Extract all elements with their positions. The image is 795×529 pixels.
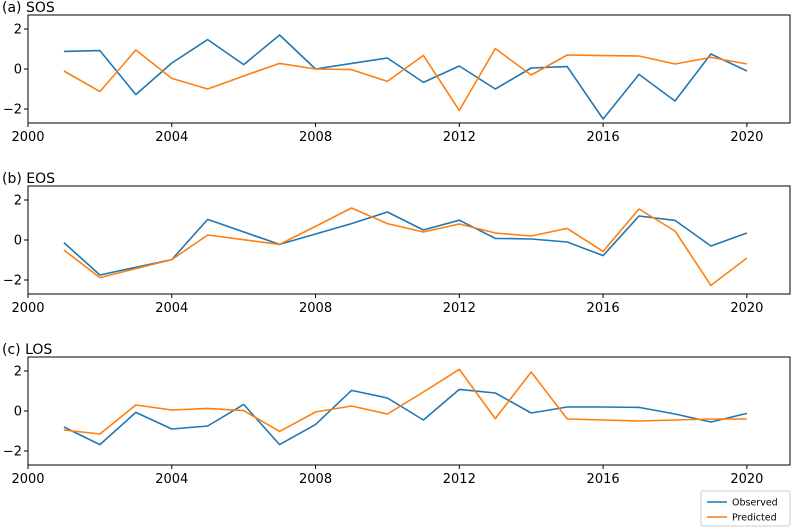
y-tick-label: −2 xyxy=(3,445,22,460)
y-tick-label: 2 xyxy=(14,23,22,38)
y-tick-label: 0 xyxy=(14,63,22,78)
x-tick-label: 2000 xyxy=(11,130,44,145)
x-tick-label: 2016 xyxy=(587,130,620,145)
y-tick-label: 2 xyxy=(14,194,22,209)
x-tick-label: 2000 xyxy=(11,472,44,487)
x-tick-label: 2020 xyxy=(730,301,763,316)
axes-frame-sos xyxy=(27,14,791,124)
y-tick-label: −2 xyxy=(3,103,22,118)
x-tick-label: 2012 xyxy=(443,301,476,316)
series-line-observed-los xyxy=(63,388,748,446)
x-tick-label: 2016 xyxy=(587,301,620,316)
axes-frame-eos xyxy=(27,185,791,295)
panel-title-eos: (b) EOS xyxy=(2,171,55,187)
x-tick-label: 2020 xyxy=(730,130,763,145)
y-tick-label: 0 xyxy=(14,405,22,420)
legend-label-predicted: Predicted xyxy=(732,513,777,524)
x-tick-label: 2016 xyxy=(587,472,620,487)
series-line-observed-eos xyxy=(63,211,748,276)
x-tick-label: 2008 xyxy=(299,301,332,316)
x-tick-label: 2008 xyxy=(299,130,332,145)
panel-title-sos: (a) SOS xyxy=(2,0,55,16)
y-tick-label: 0 xyxy=(14,234,22,249)
series-line-predicted-los xyxy=(63,368,747,435)
series-line-predicted-sos xyxy=(63,47,748,112)
x-tick-label: 2020 xyxy=(730,472,763,487)
y-tick-label: −2 xyxy=(3,274,22,289)
x-tick-label: 2004 xyxy=(155,472,188,487)
x-tick-label: 2012 xyxy=(443,472,476,487)
legend-label-observed: Observed xyxy=(732,498,778,509)
y-tick-label: 2 xyxy=(14,365,22,380)
series-line-observed-sos xyxy=(63,34,748,120)
x-tick-label: 2004 xyxy=(155,301,188,316)
panel-title-los: (c) LOS xyxy=(2,342,52,358)
series-line-predicted-eos xyxy=(63,207,748,287)
x-tick-label: 2008 xyxy=(299,472,332,487)
x-tick-label: 2000 xyxy=(11,301,44,316)
x-tick-label: 2004 xyxy=(155,130,188,145)
legend: Observed Predicted xyxy=(700,490,791,527)
x-tick-label: 2012 xyxy=(443,130,476,145)
